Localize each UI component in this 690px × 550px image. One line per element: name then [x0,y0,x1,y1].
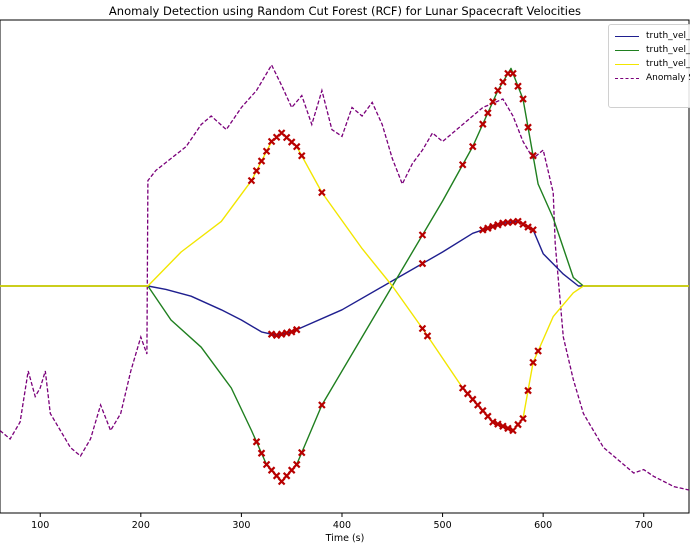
anomaly-marker [458,160,467,169]
anomaly-score-layer [0,63,690,491]
legend-item-anomaly-score: Anomaly Sco [615,71,690,85]
series-line-vel-x [0,220,689,336]
anomaly-marker [519,414,527,423]
anomaly-marker [524,223,532,231]
anomaly-marker [499,422,507,431]
anomaly-marker [509,69,517,78]
plot-frame [0,19,690,514]
legend-swatch-vel-y [615,49,639,51]
anomaly-marker [473,401,482,409]
x-axis: 100 200 300 400 500 600 700 [31,513,653,531]
anomaly-marker [423,332,432,340]
anomaly-marker [529,358,537,367]
legend-item-vel-z: truth_vel_CO [615,57,690,71]
anomaly-marker [484,109,492,117]
anomaly-marker [272,472,281,480]
anomaly-marker [267,466,276,474]
anomaly-marker [458,384,467,392]
x-tick-label: 400 [333,520,351,531]
anomaly-marker [287,466,296,474]
anomaly-marker [247,176,256,185]
anomaly-marker [468,395,477,404]
x-tick-label: 100 [31,520,49,531]
anomaly-marker [252,438,261,446]
anomaly-marker [499,78,507,86]
anomaly-marker [514,82,522,91]
anomaly-marker [479,226,487,234]
anomaly-marker [519,95,527,103]
anomaly-marker [297,152,306,160]
x-axis-label: Time (s) [325,533,365,544]
legend-swatch-vel-x [615,35,639,37]
anomaly-marker [292,142,301,151]
anomaly-marker [479,406,487,415]
series-layer [0,67,689,483]
anomaly-marker [252,167,261,175]
anomaly-marker [297,448,306,457]
anomaly-marker [277,330,286,338]
anomaly-marker [318,401,326,409]
anomaly-marker [272,331,281,340]
anomaly-marker [489,97,497,106]
series-line-vel-z [0,132,689,432]
anomaly-marker [524,386,532,395]
legend-label-vel-z: truth_vel_CO [646,59,690,69]
anomaly-marker [468,142,477,151]
x-tick-label: 500 [433,520,451,531]
anomaly-marker [418,231,427,239]
anomaly-marker-layer [247,69,542,486]
chart-title: Anomaly Detection using Random Cut Fores… [108,4,582,18]
anomaly-marker [529,151,537,160]
x-tick-label: 600 [534,520,552,531]
anomaly-marker [318,188,326,197]
anomaly-marker [479,120,487,128]
anomaly-marker [292,460,301,469]
anomaly-marker [489,222,497,231]
anomaly-marker [463,389,472,398]
legend-swatch-anomaly-score [615,77,639,79]
legend: truth_vel_CO truth_vel_CO truth_vel_CO A… [608,24,690,108]
anomaly-marker [519,220,527,229]
anomaly-marker [494,86,502,95]
anomaly-marker [257,157,266,165]
anomaly-score-line [0,63,690,491]
legend-item-vel-y: truth_vel_CO [615,43,690,57]
anomaly-marker [489,418,497,426]
anomaly-marker [484,412,492,421]
anomaly-marker [529,226,537,234]
anomaly-marker [504,424,512,433]
anomaly-marker [267,330,276,338]
anomaly-marker [257,449,266,457]
anomaly-marker [277,477,286,486]
anomaly-marker [262,147,271,156]
anomaly-marker [494,221,502,229]
anomaly-marker [287,328,296,336]
series-line-vel-y [0,67,689,483]
anomaly-marker [282,329,291,337]
anomaly-marker [524,123,532,132]
anomaly-marker [484,224,492,232]
legend-swatch-vel-z [615,63,639,65]
legend-label-vel-y: truth_vel_CO [646,45,690,55]
x-tick-label: 200 [132,520,150,531]
anomaly-marker [418,259,427,268]
legend-item-vel-x: truth_vel_CO [615,29,690,43]
x-tick-label: 700 [635,520,653,531]
anomaly-marker [514,217,522,226]
anomaly-marker [418,324,427,333]
x-tick-label: 300 [232,520,250,531]
anomaly-marker [534,347,542,355]
legend-label-anomaly-score: Anomaly Sco [646,73,690,83]
anomaly-marker [292,325,301,334]
anomaly-marker [282,472,291,480]
anomaly-marker [509,426,517,435]
anomaly-marker [262,460,271,469]
anomaly-marker [514,420,522,429]
legend-label-vel-x: truth_vel_CO [646,31,690,41]
anomaly-marker [494,420,502,428]
